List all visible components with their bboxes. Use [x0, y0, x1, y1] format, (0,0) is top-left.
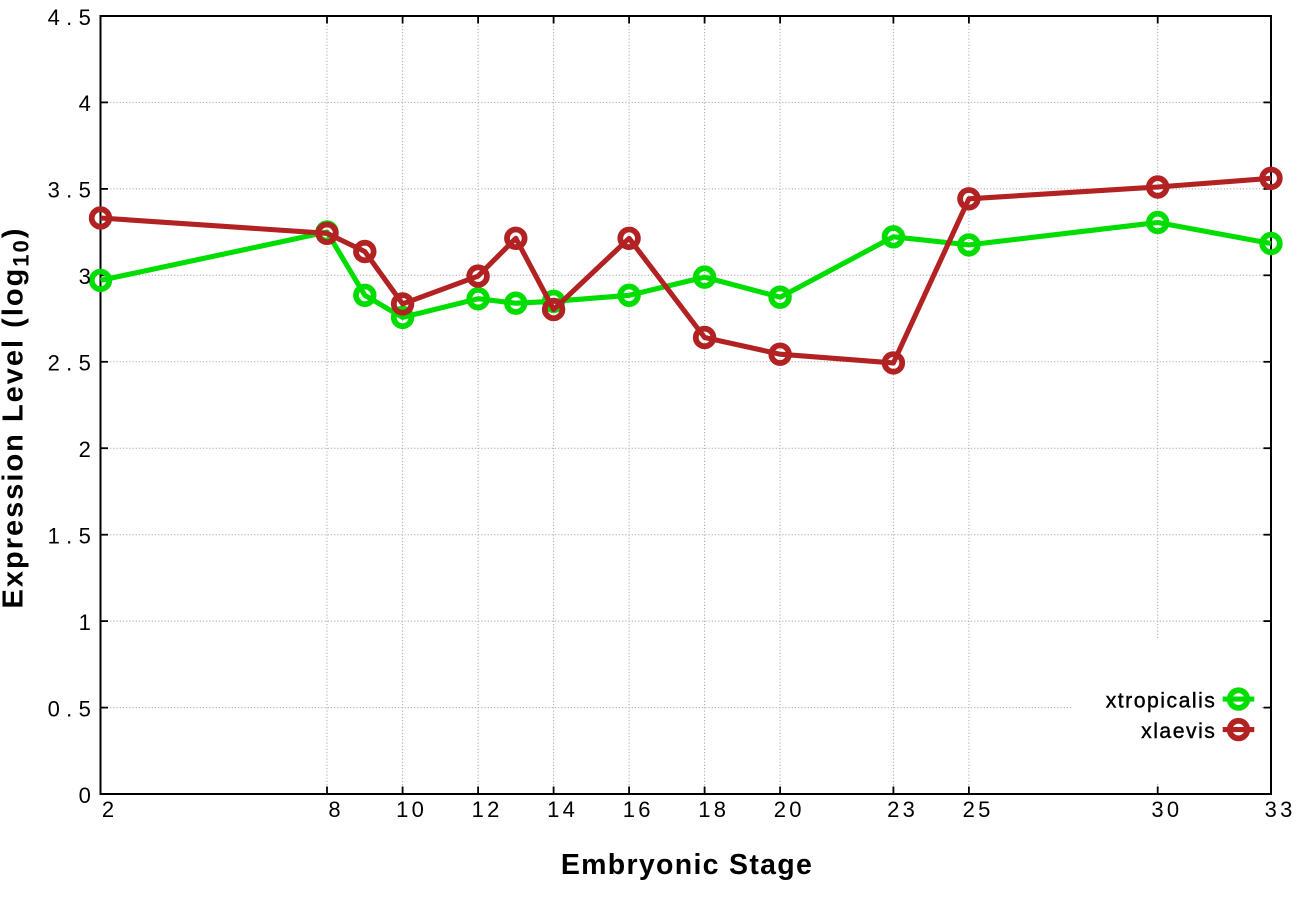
svg-text:1: 1 [79, 610, 91, 635]
svg-text:Embryonic Stage: Embryonic Stage [561, 849, 813, 881]
svg-text:4: 4 [563, 797, 575, 822]
svg-text:2: 2 [79, 437, 91, 462]
svg-text:8: 8 [714, 797, 726, 822]
svg-text:0: 0 [412, 797, 424, 822]
svg-text:5: 5 [79, 178, 91, 203]
svg-text:.: . [66, 524, 72, 549]
svg-text:0: 0 [789, 797, 801, 822]
svg-text:8: 8 [328, 797, 340, 822]
svg-text:0: 0 [79, 783, 91, 808]
svg-text:xlaevis: xlaevis [1141, 720, 1216, 743]
svg-text:.: . [66, 696, 72, 721]
svg-text:1: 1 [396, 797, 408, 822]
svg-text:2: 2 [963, 797, 975, 822]
svg-text:.: . [66, 178, 72, 203]
svg-text:1: 1 [623, 797, 635, 822]
svg-text:1: 1 [472, 797, 484, 822]
svg-text:1: 1 [48, 524, 60, 549]
svg-text:5: 5 [79, 696, 91, 721]
svg-text:3: 3 [48, 178, 60, 203]
svg-text:xtropicalis: xtropicalis [1106, 690, 1217, 713]
svg-text:2: 2 [487, 797, 499, 822]
svg-text:3: 3 [1151, 797, 1163, 822]
svg-text:6: 6 [638, 797, 650, 822]
svg-text:2: 2 [48, 351, 60, 376]
svg-text:2: 2 [887, 797, 899, 822]
svg-text:5: 5 [79, 351, 91, 376]
svg-text:5: 5 [978, 797, 990, 822]
svg-text:4: 4 [48, 5, 60, 30]
svg-text:1: 1 [547, 797, 559, 822]
svg-text:0: 0 [1167, 797, 1179, 822]
svg-text:3: 3 [79, 264, 91, 289]
svg-text:4: 4 [79, 91, 91, 116]
svg-text:3: 3 [1265, 797, 1277, 822]
svg-text:0: 0 [48, 696, 60, 721]
svg-text:.: . [66, 5, 72, 30]
svg-text:5: 5 [79, 524, 91, 549]
svg-text:1: 1 [698, 797, 710, 822]
svg-text:3: 3 [1280, 797, 1292, 822]
svg-text:3: 3 [903, 797, 915, 822]
svg-text:5: 5 [79, 5, 91, 30]
svg-text:2: 2 [774, 797, 786, 822]
svg-text:.: . [66, 351, 72, 376]
svg-text:2: 2 [102, 797, 114, 822]
svg-text:Expression Level (log10): Expression Level (log10) [0, 227, 33, 609]
